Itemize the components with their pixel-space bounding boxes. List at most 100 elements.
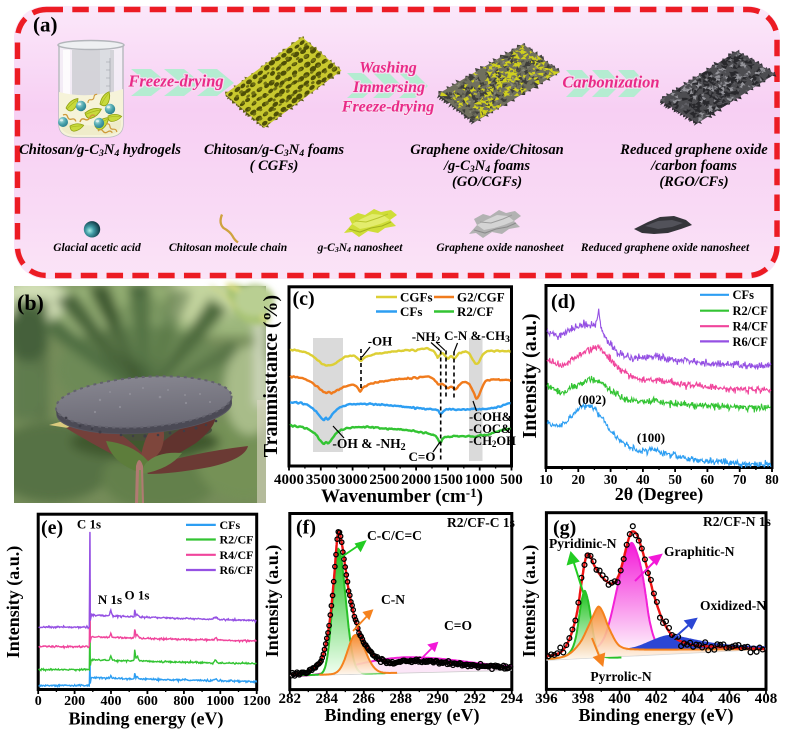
svg-text:Chitosan/g-C3N4 hydrogels: Chitosan/g-C3N4 hydrogels [19, 142, 181, 159]
svg-text:402: 402 [645, 691, 668, 707]
svg-text:Pyrrolic-N: Pyrrolic-N [590, 669, 651, 684]
svg-text:C-N &-CH3: C-N &-CH3 [444, 328, 510, 345]
svg-text:-COH&: -COH& [469, 410, 512, 424]
svg-text:-OH: -OH [368, 334, 393, 349]
svg-text:( CGFs): ( CGFs) [250, 158, 299, 174]
svg-text:Reduced graphene oxide nanoshe: Reduced graphene oxide nanosheet [580, 242, 750, 254]
svg-text:C 1s: C 1s [77, 517, 101, 532]
svg-text:292: 292 [464, 691, 487, 707]
svg-text:282: 282 [279, 691, 302, 707]
svg-text:406: 406 [718, 691, 741, 707]
svg-text:Intensity (a.u.): Intensity (a.u.) [3, 546, 24, 659]
svg-text:(d): (d) [551, 291, 575, 313]
svg-text:R2/CF-N 1s: R2/CF-N 1s [703, 514, 771, 529]
svg-text:294: 294 [501, 691, 524, 707]
svg-text:g-C3N4 nanosheet: g-C3N4 nanosheet [317, 242, 404, 254]
svg-text:800: 800 [173, 694, 194, 709]
svg-text:Oxidized-N: Oxidized-N [700, 598, 766, 613]
svg-text:(g): (g) [553, 517, 576, 539]
svg-text:2θ (Degree): 2θ (Degree) [615, 484, 704, 505]
svg-text:30: 30 [604, 472, 618, 487]
svg-text:CFs: CFs [733, 288, 755, 302]
svg-text:N 1s: N 1s [98, 592, 122, 607]
svg-text:(e): (e) [41, 517, 63, 539]
svg-text:C-N: C-N [381, 592, 405, 607]
svg-text:-OH & -NH2: -OH & -NH2 [332, 436, 405, 453]
svg-text:Graphene oxide nanosheet: Graphene oxide nanosheet [436, 242, 564, 254]
svg-text:Reduced graphene oxide: Reduced graphene oxide [619, 142, 768, 158]
svg-text:396: 396 [535, 691, 558, 707]
svg-text:50: 50 [668, 472, 682, 487]
svg-text:Intensity (a.u.): Intensity (a.u.) [519, 313, 541, 438]
svg-text:-COC&: -COC& [469, 422, 511, 436]
svg-text:-CH2OH: -CH2OH [469, 434, 516, 449]
svg-text:(c): (c) [293, 288, 315, 310]
svg-text:1500: 1500 [433, 472, 463, 488]
svg-text:R2/CF: R2/CF [220, 533, 254, 547]
svg-text:Chitosan molecule chain: Chitosan molecule chain [169, 242, 287, 254]
svg-text:1000: 1000 [465, 472, 495, 488]
svg-text:R6/CF: R6/CF [733, 335, 769, 349]
svg-text:4000: 4000 [274, 472, 304, 488]
svg-text:(RGO/CFs): (RGO/CFs) [659, 174, 728, 190]
svg-text:Binding energy (eV): Binding energy (eV) [69, 709, 224, 730]
svg-text:R2/CF: R2/CF [457, 304, 494, 319]
svg-text:(a): (a) [33, 13, 58, 37]
svg-text:R6/CF: R6/CF [220, 563, 254, 577]
svg-text:Tranmisttance (%): Tranmisttance (%) [260, 295, 282, 457]
svg-text:70: 70 [733, 472, 747, 487]
svg-text:3500: 3500 [306, 472, 336, 488]
svg-text:Graphene oxide/Chitosan: Graphene oxide/Chitosan [410, 142, 563, 158]
svg-text:(GO/CGFs): (GO/CGFs) [452, 174, 522, 190]
svg-text:60: 60 [701, 472, 715, 487]
svg-text:600: 600 [137, 694, 158, 709]
svg-text:(f): (f) [296, 517, 316, 539]
svg-text:Chitosan/g-C3N4 foams: Chitosan/g-C3N4 foams [204, 142, 344, 159]
svg-text:CFs: CFs [400, 304, 422, 319]
svg-text:/carbon foams: /carbon foams [650, 158, 737, 174]
svg-text:C-C/C=C: C-C/C=C [367, 528, 422, 543]
svg-text:R4/CF: R4/CF [220, 548, 254, 562]
svg-text:CGFs: CGFs [400, 290, 433, 305]
svg-text:Binding energy (eV): Binding energy (eV) [325, 705, 480, 726]
svg-text:Carbonization: Carbonization [562, 73, 659, 92]
svg-text:40: 40 [636, 472, 650, 487]
svg-text:398: 398 [572, 691, 595, 707]
svg-text:2500: 2500 [369, 472, 399, 488]
svg-text:C=O: C=O [444, 618, 472, 633]
svg-text:288: 288 [390, 691, 413, 707]
svg-text:Wavenumber (cm-1): Wavenumber (cm-1) [321, 485, 483, 507]
svg-text:3000: 3000 [338, 472, 368, 488]
svg-text:R2/CF-C 1s: R2/CF-C 1s [447, 515, 515, 530]
svg-text:20: 20 [572, 472, 586, 487]
svg-text:290: 290 [427, 691, 450, 707]
svg-text:Graphitic-N: Graphitic-N [664, 544, 735, 559]
svg-text:284: 284 [316, 691, 339, 707]
svg-text:Freeze-drying: Freeze-drying [341, 99, 434, 116]
svg-text:500: 500 [500, 472, 523, 488]
svg-text:400: 400 [608, 691, 631, 707]
svg-text:C=O: C=O [409, 449, 436, 464]
svg-text:Glacial acetic acid: Glacial acetic acid [53, 242, 141, 254]
svg-text:/g-C3N4 foams: /g-C3N4 foams [443, 158, 530, 175]
svg-text:Immersing: Immersing [352, 79, 425, 96]
svg-text:G2/CGF: G2/CGF [457, 290, 505, 305]
svg-text:1200: 1200 [243, 694, 271, 709]
svg-text:Intensity (a.u.): Intensity (a.u.) [519, 545, 540, 658]
svg-text:1000: 1000 [206, 694, 234, 709]
svg-text:2000: 2000 [401, 472, 431, 488]
svg-text:O 1s: O 1s [125, 588, 150, 603]
svg-text:R2/CF: R2/CF [733, 304, 769, 318]
svg-text:80: 80 [765, 472, 779, 487]
svg-text:286: 286 [353, 691, 376, 707]
svg-text:400: 400 [101, 694, 122, 709]
svg-text:(100): (100) [637, 430, 665, 445]
svg-text:10: 10 [539, 472, 553, 487]
svg-text:-NH2: -NH2 [412, 329, 441, 346]
svg-text:CFs: CFs [220, 518, 241, 532]
svg-text:Pyridinic-N: Pyridinic-N [549, 536, 617, 551]
svg-text:R4/CF: R4/CF [733, 320, 769, 334]
svg-text:200: 200 [64, 694, 85, 709]
svg-text:(b): (b) [17, 290, 44, 315]
svg-text:Binding energy (eV): Binding energy (eV) [579, 705, 734, 726]
